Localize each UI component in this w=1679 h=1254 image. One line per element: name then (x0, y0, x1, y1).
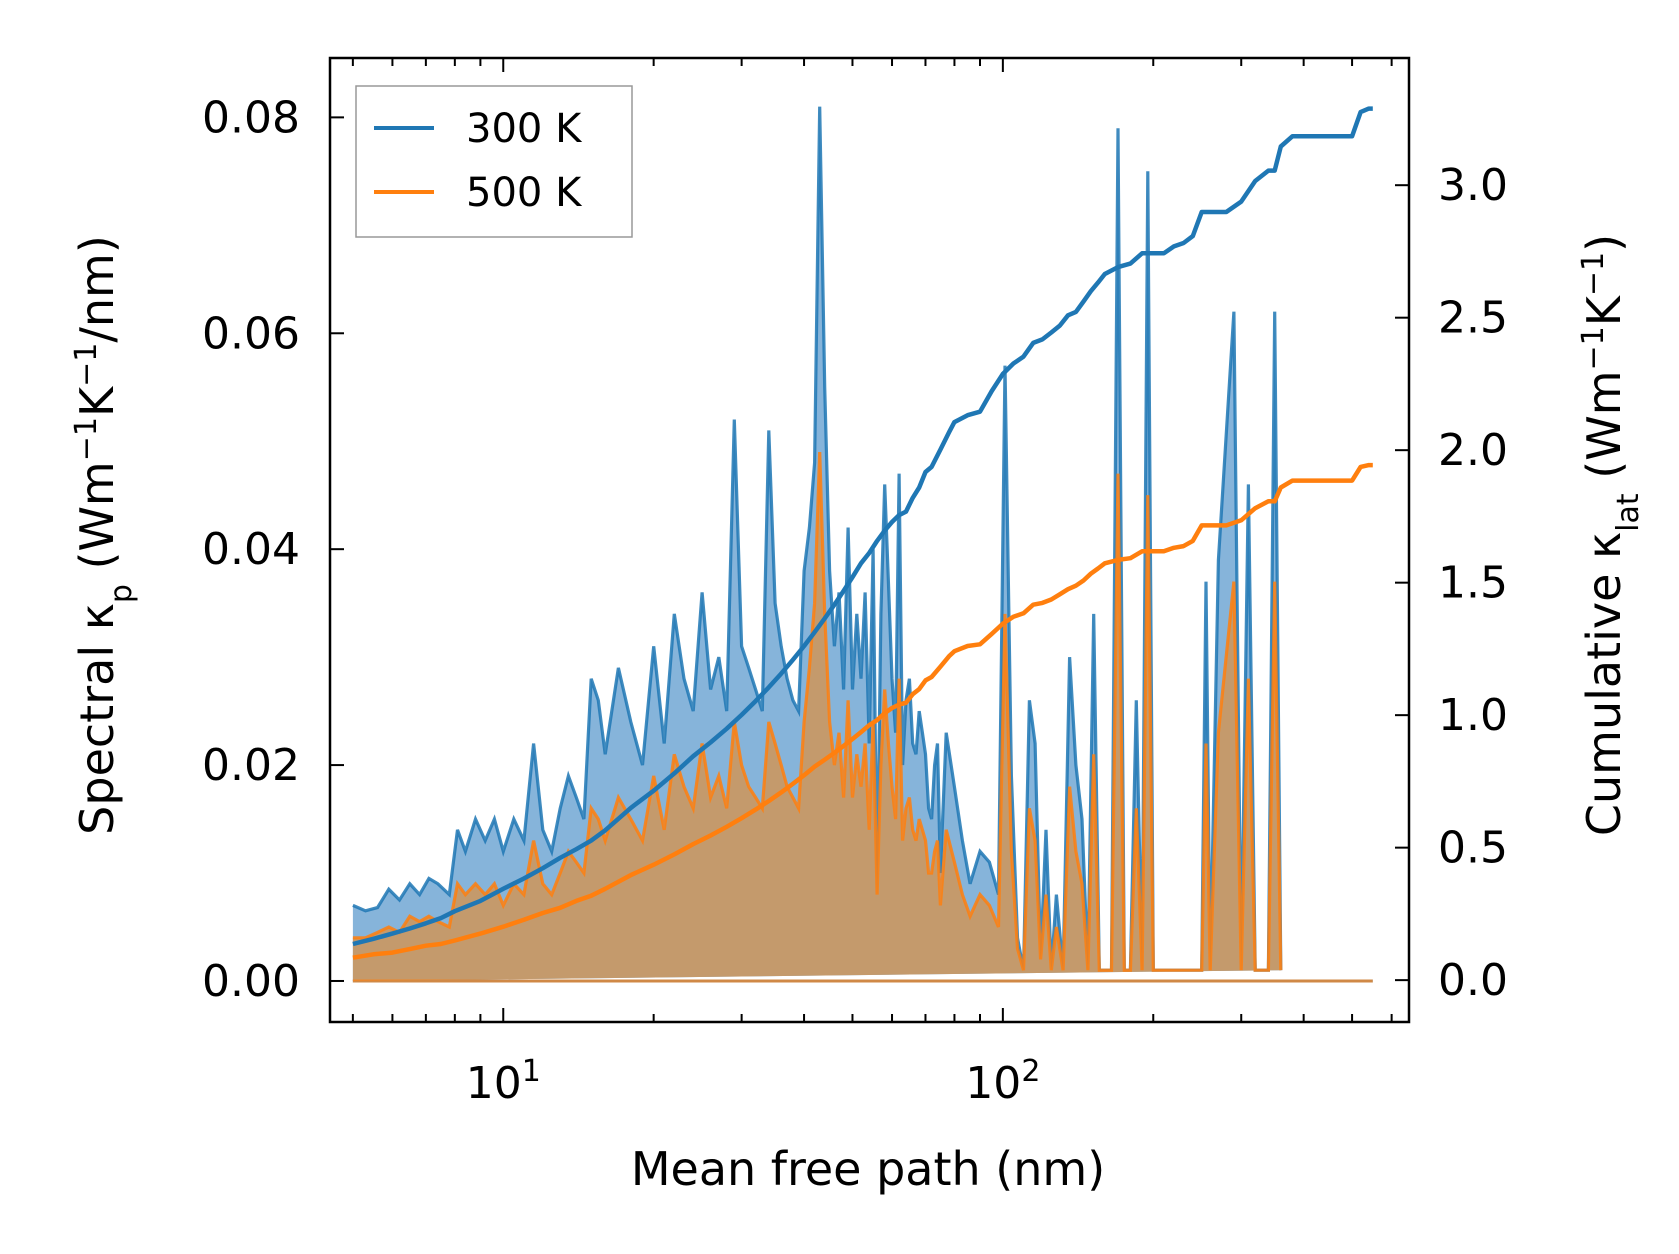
spectral-fill-500k (352, 452, 1281, 981)
legend: 300 K 500 K (355, 85, 633, 238)
left-y-tick-label: 0.08 (202, 92, 300, 143)
left-y-tick-label: 0.00 (202, 956, 300, 1007)
left-y-axis-ticks: 0.00 0.02 0.04 0.06 0.08 (202, 92, 344, 1007)
spectral-line-500k (352, 451, 1283, 972)
right-y-tick-label: 1.5 (1438, 558, 1508, 609)
right-y-tick-label: 3.0 (1438, 160, 1508, 211)
cumulative-line-300k (352, 106, 1373, 947)
right-y-tick-label: 1.0 (1438, 690, 1508, 741)
left-y-tick-label: 0.06 (202, 308, 300, 359)
legend-box (355, 85, 633, 238)
left-y-tick-label: 0.02 (202, 740, 300, 791)
right-y-tick-label: 2.0 (1438, 425, 1508, 476)
right-y-axis-title: Cumulative κlat (Wm−1K−1) (1576, 234, 1646, 836)
spectral-fill-layer (352, 106, 1373, 983)
left-y-tick-label: 0.04 (202, 524, 300, 575)
right-y-tick-label: 0.0 (1438, 955, 1508, 1006)
right-y-tick-label: 0.5 (1438, 823, 1508, 874)
x-tick-label: 102 (965, 1054, 1040, 1110)
plot-frame (328, 56, 1411, 1024)
spectral-line-300k (352, 106, 1283, 972)
x-axis-title: Mean free path (nm) (631, 1142, 1105, 1196)
plot-border (328, 56, 1411, 1024)
data-line-layer (352, 106, 1373, 960)
cumulative-line-500k (352, 462, 1373, 960)
right-y-tick-label: 2.5 (1438, 293, 1508, 344)
x-axis-ticks: 101 102 (351, 58, 1393, 1110)
legend-label-500k: 500 K (466, 170, 583, 216)
left-y-axis-title: Spectral κp (Wm−1K−1/nm) (69, 235, 139, 835)
right-y-axis-ticks: 0.0 0.5 1.0 1.5 2.0 2.5 3.0 (1395, 160, 1508, 1006)
legend-label-300k: 300 K (466, 106, 583, 152)
x-tick-label: 101 (466, 1054, 541, 1110)
